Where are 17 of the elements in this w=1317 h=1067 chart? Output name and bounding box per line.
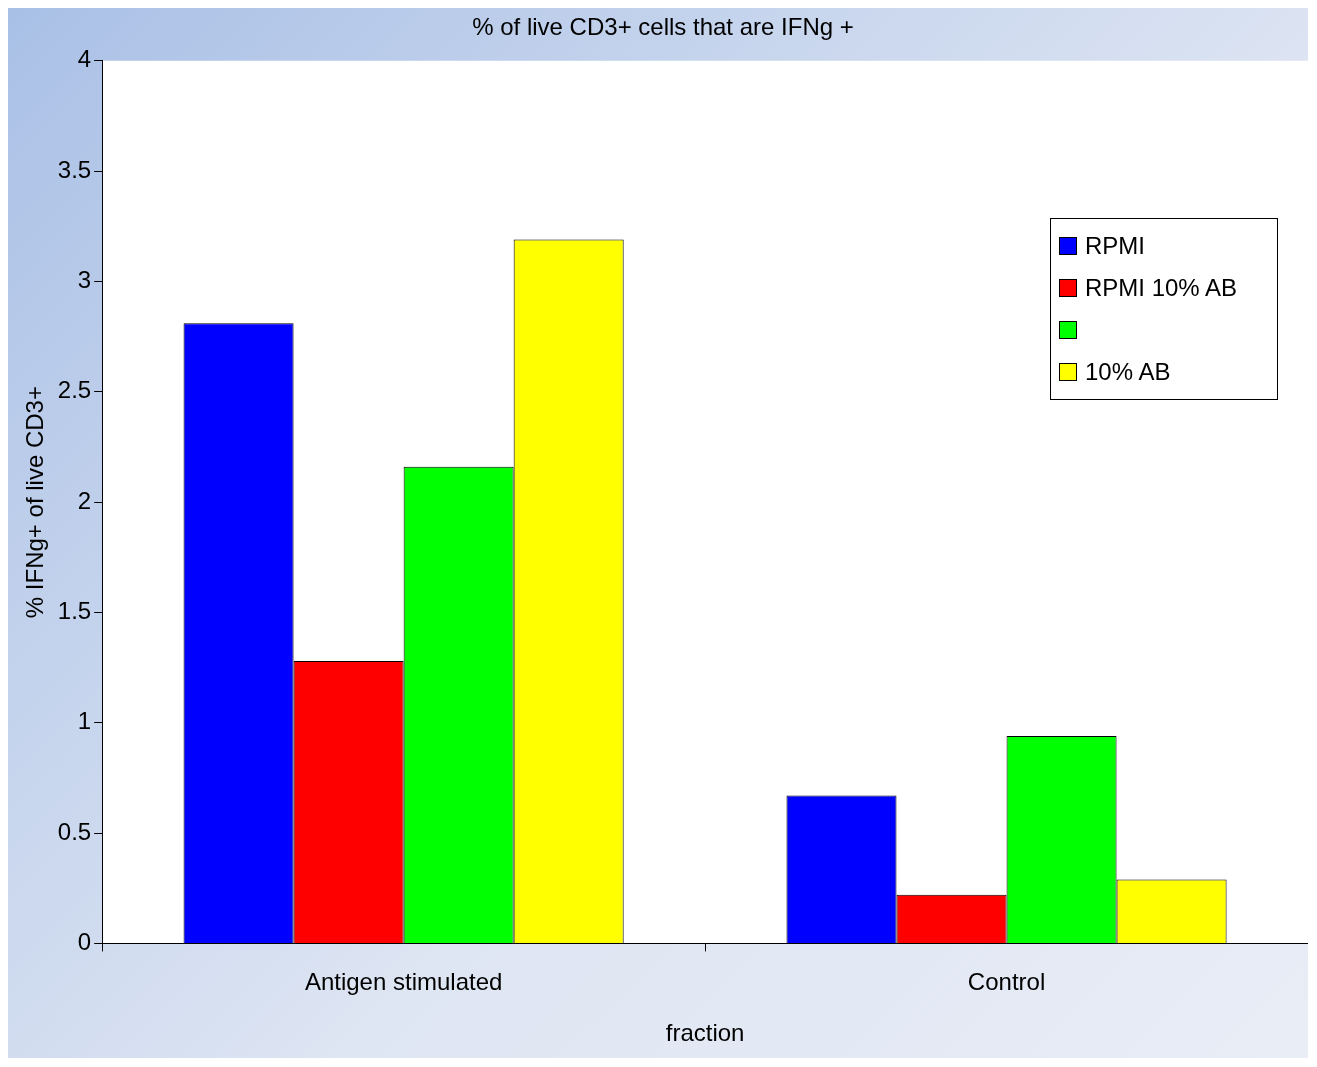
x-tick-label: Control	[967, 968, 1046, 996]
x-tick-label: Antigen stimulated	[304, 968, 503, 996]
y-tick-label: 4	[77, 45, 92, 73]
y-tick-label: 1	[77, 707, 92, 735]
y-tick-label: 3	[77, 266, 92, 294]
y-tick-label: 0	[77, 928, 92, 956]
legend-label: 10% AB	[1085, 358, 1171, 386]
y-tick-label: 0.5	[57, 817, 92, 845]
y-tick-label: 2	[77, 486, 92, 514]
y-tick-label: 1.5	[57, 597, 92, 625]
y-tick-label: 3.5	[57, 155, 92, 183]
y-axis-title: % IFNg+ of live CD3+	[21, 386, 49, 619]
chart-title: % of live CD3+ cells that are IFNg +	[472, 13, 854, 41]
legend-label: RPMI	[1085, 232, 1145, 260]
y-tick-label: 2.5	[57, 376, 92, 404]
x-axis-title: fraction	[665, 1019, 745, 1047]
legend-label: RPMI 10% AB	[1085, 274, 1238, 302]
